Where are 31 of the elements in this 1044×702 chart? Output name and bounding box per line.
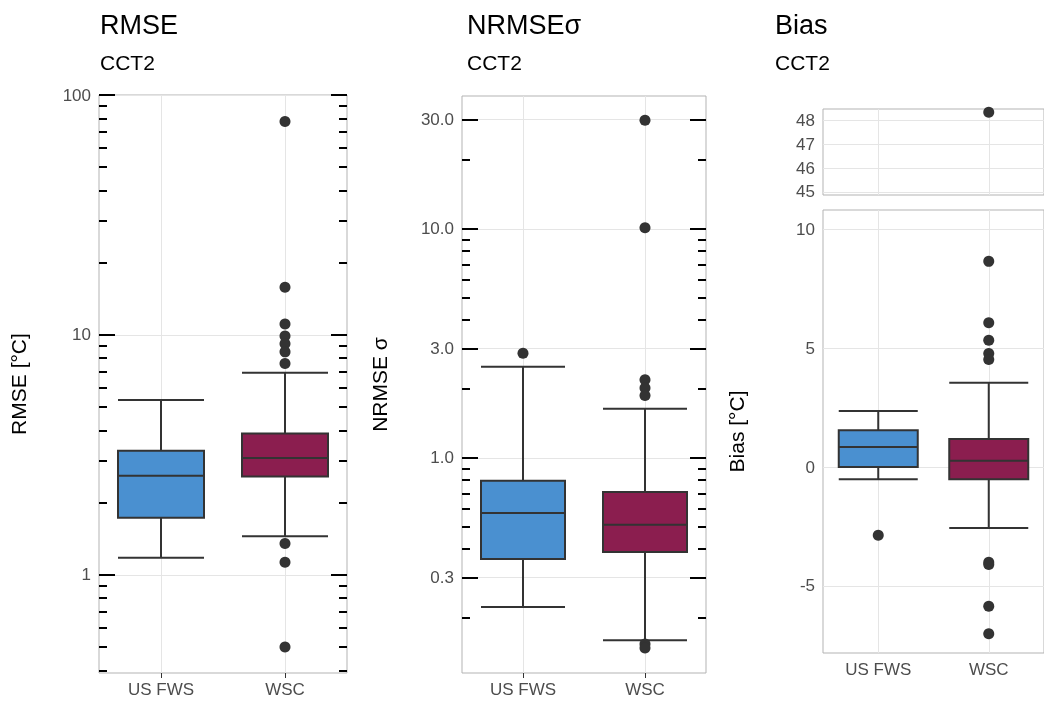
y-axis-title: NRMSE σ	[368, 337, 391, 432]
y-axis-title: RMSE [°C]	[7, 333, 30, 435]
x-tick-label: WSC	[968, 660, 1009, 679]
y-tick-label: 0.3	[430, 568, 454, 588]
chart-subtitle: CCT2	[467, 51, 522, 74]
y-tick-label: 1	[81, 565, 91, 585]
y-tick-label: 47	[796, 134, 815, 154]
y-tick-label: 10	[796, 219, 815, 239]
y-tick-label: 0	[805, 457, 815, 477]
y-axis-title: Bias [°C]	[725, 390, 748, 473]
chart-subtitle: CCT2	[775, 51, 830, 74]
x-tick-label: WSC	[625, 680, 665, 699]
y-tick-label: 10	[72, 325, 91, 345]
y-tick-label: 3.0	[430, 339, 454, 359]
y-tick-label: 45	[796, 182, 815, 202]
chart-title: Bias	[775, 9, 828, 40]
y-tick-label: 48	[796, 110, 815, 130]
y-tick-label: 10.0	[420, 219, 454, 239]
chart-title: RMSE	[100, 9, 179, 40]
y-tick-label: 5	[805, 338, 815, 358]
y-tick-label: -5	[799, 576, 815, 596]
x-tick-label: US FWS	[127, 680, 195, 699]
x-tick-label: US FWS	[845, 660, 912, 679]
x-tick-label: WSC	[265, 680, 305, 699]
y-tick-label: 46	[796, 158, 815, 178]
y-tick-label: 30.0	[420, 110, 454, 130]
chart-title: NRMSEσ	[467, 9, 582, 40]
y-tick-label: 1.0	[430, 448, 454, 468]
y-tick-label: 100	[62, 85, 91, 105]
x-tick-label: US FWS	[489, 680, 557, 699]
chart-subtitle: CCT2	[100, 51, 155, 74]
